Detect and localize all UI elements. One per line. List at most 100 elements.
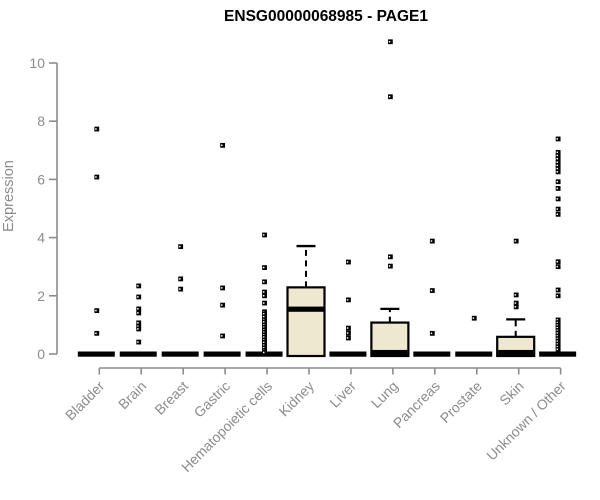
- flat-box: [539, 351, 577, 357]
- outlier-point: [387, 263, 393, 269]
- outlier-point: [262, 265, 267, 270]
- outlier-point-hole: [388, 40, 391, 43]
- outlier-point-hole: [137, 341, 139, 343]
- outlier-point-hole: [514, 302, 517, 304]
- median-line: [498, 349, 534, 356]
- outlier-point: [555, 333, 561, 339]
- outlier-point: [178, 244, 184, 250]
- x-tick-label: Pancreas: [390, 378, 443, 431]
- outlier-point-hole: [262, 266, 265, 269]
- outlier-point-hole: [556, 198, 559, 200]
- outlier-point: [555, 287, 561, 293]
- outlier-point: [262, 324, 267, 330]
- outlier-point-hole: [262, 347, 265, 349]
- outlier-point: [555, 149, 561, 155]
- outlier-point-hole: [137, 322, 139, 324]
- outlier-point: [429, 330, 435, 336]
- outlier-point-hole: [137, 308, 139, 310]
- outlier-point-hole: [556, 171, 559, 173]
- x-tick-label: Prostate: [437, 378, 485, 426]
- outlier-point: [555, 320, 561, 325]
- outlier-point-hole: [221, 144, 223, 147]
- outlier-point-hole: [556, 187, 559, 190]
- outlier-point-hole: [556, 319, 559, 321]
- outlier-point: [262, 314, 267, 320]
- outlier-point-hole: [137, 285, 139, 287]
- outlier-point: [387, 39, 393, 45]
- outlier-point-hole: [514, 294, 517, 296]
- outlier-point-hole: [556, 164, 559, 167]
- outlier-point: [220, 333, 226, 339]
- outlier-point: [555, 166, 561, 172]
- outlier-point-hole: [262, 351, 265, 354]
- outlier-point: [429, 238, 435, 244]
- outlier-point-hole: [556, 208, 559, 210]
- y-tick-label: 8: [37, 113, 45, 129]
- outlier-point-hole: [221, 287, 223, 289]
- outlier-point-hole: [346, 327, 349, 329]
- outlier-point: [513, 238, 519, 244]
- flat-box: [77, 351, 115, 357]
- outlier-point: [262, 293, 267, 299]
- outlier-point: [346, 335, 351, 341]
- outlier-point: [178, 286, 184, 292]
- outlier-point: [555, 163, 561, 168]
- outlier-point: [94, 308, 100, 314]
- outlier-point: [555, 211, 561, 217]
- chart-title: ENSG00000068985 - PAGE1: [224, 8, 428, 25]
- outlier-point-hole: [514, 240, 517, 242]
- outlier-point: [555, 179, 561, 185]
- outlier-point: [262, 345, 267, 351]
- outlier-point-hole: [556, 151, 559, 154]
- outlier-point-hole: [262, 313, 265, 315]
- outlier-point-hole: [556, 213, 559, 216]
- outlier-point-hole: [137, 296, 139, 298]
- outlier-point-hole: [430, 240, 433, 242]
- x-tick-label: Bladder: [62, 378, 108, 424]
- outlier-point: [555, 156, 561, 162]
- outlier-point: [262, 319, 267, 325]
- outlier-point: [346, 297, 351, 303]
- outlier-point: [555, 196, 561, 202]
- outlier-point: [136, 283, 142, 289]
- outlier-point: [262, 279, 267, 285]
- outlier-point-hole: [95, 332, 97, 335]
- outlier-point: [387, 254, 393, 260]
- outlier-point: [555, 259, 561, 265]
- outlier-point: [346, 325, 351, 331]
- outlier-point: [387, 94, 393, 100]
- outlier-point-hole: [95, 176, 97, 178]
- flat-box: [455, 351, 493, 357]
- y-tick-label: 10: [29, 55, 45, 71]
- outlier-point: [94, 174, 100, 180]
- outlier-point: [555, 136, 561, 142]
- outlier-point-hole: [556, 345, 559, 348]
- outlier-point-hole: [556, 332, 559, 334]
- outlier-point-hole: [262, 291, 265, 293]
- outlier-point-hole: [556, 335, 559, 337]
- outlier-point-hole: [556, 340, 559, 342]
- outlier-point: [555, 159, 561, 165]
- outlier-point: [94, 330, 100, 336]
- outlier-point-hole: [346, 261, 349, 263]
- outlier-point-hole: [556, 329, 559, 332]
- outlier-point: [555, 338, 561, 344]
- outlier-point-hole: [179, 278, 181, 280]
- x-tick-label: Skin: [496, 378, 527, 409]
- outlier-point-hole: [556, 348, 559, 351]
- outlier-point: [555, 206, 561, 212]
- outlier-point-hole: [262, 234, 265, 236]
- outlier-point: [136, 326, 142, 332]
- outlier-point-hole: [430, 332, 433, 335]
- outlier-point: [262, 329, 267, 335]
- outlier-point: [555, 341, 561, 347]
- outlier-point-hole: [556, 180, 559, 183]
- outlier-point-hole: [556, 265, 559, 268]
- outlier-point-hole: [346, 337, 349, 339]
- outlier-point-hole: [179, 245, 181, 248]
- outlier-point-hole: [221, 335, 223, 337]
- outlier-point-hole: [346, 299, 349, 301]
- outlier-point: [262, 334, 267, 340]
- outlier-point-hole: [556, 343, 559, 345]
